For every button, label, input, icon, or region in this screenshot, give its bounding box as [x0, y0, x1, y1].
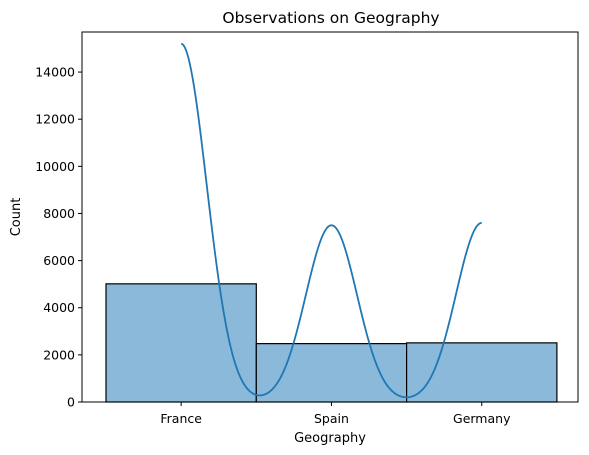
y-tick-label: 14000	[35, 65, 75, 80]
y-tick-label: 2000	[43, 347, 75, 362]
y-tick-label: 12000	[35, 112, 75, 127]
bars-group	[105, 283, 558, 403]
kde-curve	[180, 42, 482, 399]
plot-frame	[81, 31, 579, 403]
chart-title: Observations on Geography	[222, 9, 439, 27]
x-tick-label: Germany	[453, 411, 511, 426]
bar-france	[105, 283, 257, 403]
y-axis: 0 2000 4000 6000 8000 10000 12000 14000	[35, 65, 82, 410]
y-tick-label: 0	[67, 395, 75, 410]
x-axis-label: Geography	[294, 431, 366, 446]
y-tick-label: 4000	[43, 300, 75, 315]
bar-germany	[406, 342, 558, 403]
y-axis-label: Count	[9, 198, 24, 237]
y-tick-label: 8000	[43, 206, 75, 221]
bar-spain	[255, 343, 408, 403]
y-tick-label: 10000	[35, 159, 75, 174]
y-tick-label: 6000	[43, 253, 75, 268]
x-axis: France Spain Germany	[160, 402, 511, 426]
x-tick-label: Spain	[314, 411, 349, 426]
x-tick-label: France	[160, 411, 202, 426]
